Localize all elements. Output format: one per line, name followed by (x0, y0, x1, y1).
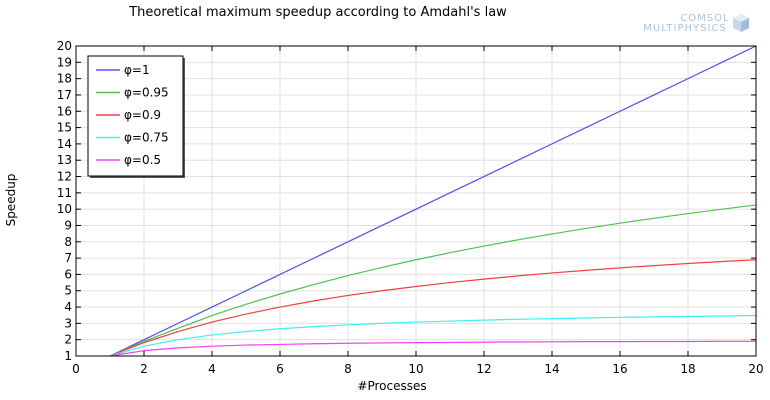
y-tick-label: 4 (64, 300, 72, 314)
y-tick-label: 18 (57, 72, 72, 86)
y-tick-label: 16 (57, 104, 72, 118)
series-line (109, 314, 757, 357)
x-tick-label: 4 (208, 362, 216, 376)
series-line (109, 204, 757, 357)
y-tick-label: 15 (57, 121, 72, 135)
y-tick-label: 13 (57, 153, 72, 167)
legend-box (87, 55, 184, 177)
y-tick-label: 10 (57, 202, 72, 216)
y-tick-label: 19 (57, 55, 72, 69)
x-ticks: 0 2 4 6 8 10 12 14 16 18 20 (72, 46, 764, 376)
y-axis-label: Speedup (4, 174, 18, 227)
plot-area: 0 2 4 6 8 10 12 14 16 18 2012345678910111213141516… (57, 39, 764, 376)
legend-entry-label: φ=0.9 (124, 108, 161, 122)
x-tick-label: 18 (680, 362, 695, 376)
chart-title: Theoretical maximum speedup according to… (128, 5, 507, 20)
y-tick-label: 17 (57, 88, 72, 102)
series-line (109, 45, 757, 357)
y-tick-label: 12 (57, 170, 72, 184)
x-tick-label: 16 (612, 362, 627, 376)
y-tick-label: 14 (57, 137, 72, 151)
series-line (109, 340, 756, 357)
x-tick-label: 6 (276, 362, 284, 376)
legend-entry-label: φ=0.5 (124, 153, 161, 167)
y-tick-label: 5 (64, 284, 72, 298)
legend-entry-label: φ=1 (124, 63, 150, 77)
y-tick-label: 3 (64, 316, 72, 330)
y-tick-label: 20 (57, 39, 72, 53)
y-tick-label: 11 (57, 186, 72, 200)
y-tick-label: 7 (64, 251, 72, 265)
series-line (109, 259, 757, 357)
logo-line2: MULTIPHYSICS (643, 23, 726, 34)
y-tick-label: 6 (64, 267, 72, 281)
legend: φ=1 φ=0.95 φ=0.9 φ=0.75 φ=0.5 (87, 55, 185, 178)
x-tick-label: 10 (408, 362, 423, 376)
legend-entry-label: φ=0.75 (124, 131, 169, 145)
x-tick-label: 8 (344, 362, 352, 376)
x-tick-label: 2 (140, 362, 148, 376)
x-axis-label: #Processes (357, 379, 426, 393)
y-tick-label: 2 (64, 333, 72, 347)
x-tick-label: 20 (748, 362, 763, 376)
y-tick-label: 8 (64, 235, 72, 249)
x-tick-label: 14 (544, 362, 559, 376)
logo-line1: COMSOL (680, 13, 729, 24)
comsol-logo: COMSOL MULTIPHYSICS (643, 13, 749, 34)
legend-entry-label: φ=0.95 (124, 86, 169, 100)
y-tick-label: 1 (64, 349, 72, 363)
cube-icon (733, 14, 749, 32)
x-tick-label: 12 (476, 362, 491, 376)
series-group (109, 45, 757, 357)
x-tick-label: 0 (72, 362, 80, 376)
y-tick-label: 9 (64, 218, 72, 232)
